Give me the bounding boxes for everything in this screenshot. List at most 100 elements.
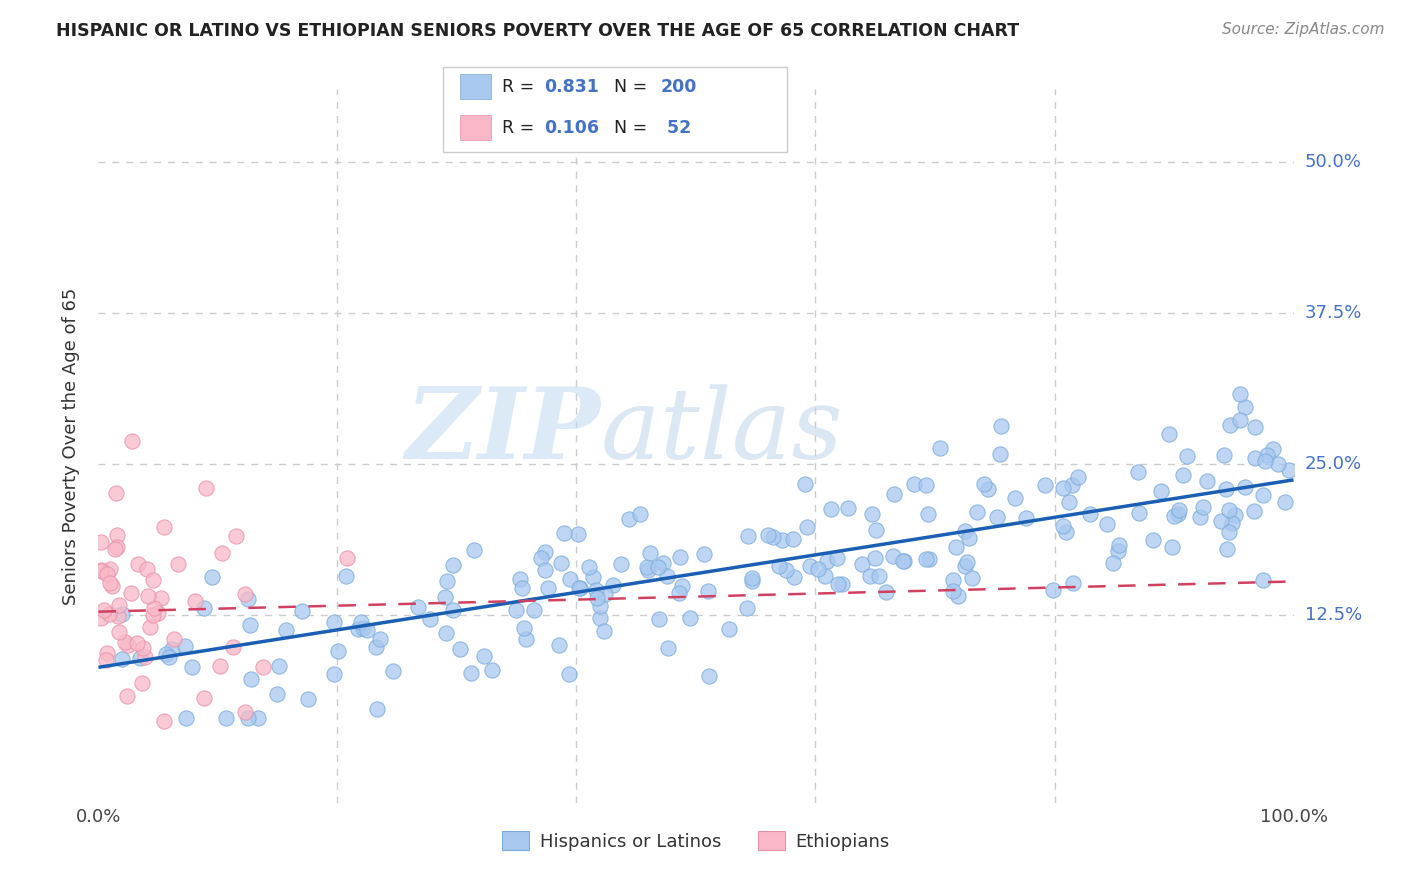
Point	[775, 563, 797, 577]
Text: 25.0%: 25.0%	[1305, 455, 1362, 473]
Point	[101, 579, 124, 593]
Point	[159, 650, 181, 665]
Point	[1052, 481, 1074, 495]
Point	[347, 622, 370, 636]
Text: N =: N =	[603, 119, 652, 136]
Point	[1219, 418, 1241, 433]
Point	[756, 527, 779, 541]
Point	[966, 505, 988, 519]
Point	[225, 529, 247, 543]
Point	[148, 606, 170, 620]
Point	[652, 556, 675, 570]
Point	[875, 585, 897, 599]
Point	[290, 604, 312, 618]
Point	[238, 618, 260, 632]
Point	[276, 623, 298, 637]
Point	[569, 581, 592, 595]
Point	[1220, 516, 1243, 530]
Point	[589, 611, 612, 625]
Point	[1209, 515, 1232, 529]
Point	[582, 569, 605, 583]
Point	[180, 660, 202, 674]
Text: R =: R =	[502, 119, 540, 136]
Point	[1150, 483, 1173, 498]
Point	[977, 482, 1000, 496]
Point	[693, 547, 716, 561]
Point	[957, 531, 980, 545]
Point	[460, 666, 482, 681]
Point	[1278, 463, 1301, 477]
Point	[1054, 525, 1077, 540]
Point	[1062, 576, 1084, 591]
Point	[90, 534, 112, 549]
Point	[558, 667, 581, 681]
Point	[942, 573, 965, 587]
Point	[851, 557, 873, 571]
Point	[953, 559, 976, 574]
Point	[534, 545, 557, 559]
Point	[131, 675, 153, 690]
Point	[647, 560, 669, 574]
Point	[668, 586, 690, 600]
Point	[107, 609, 129, 624]
Point	[193, 601, 215, 615]
Legend: Hispanics or Latinos, Ethiopians: Hispanics or Latinos, Ethiopians	[495, 824, 897, 858]
Point	[609, 558, 631, 572]
Point	[297, 691, 319, 706]
Y-axis label: Seniors Poverty Over the Age of 65: Seniors Poverty Over the Age of 65	[62, 287, 80, 605]
Text: Source: ZipAtlas.com: Source: ZipAtlas.com	[1222, 22, 1385, 37]
Point	[267, 659, 290, 673]
Point	[350, 615, 373, 629]
Point	[246, 711, 269, 725]
Point	[1015, 511, 1038, 525]
Point	[1216, 541, 1239, 556]
Point	[139, 620, 162, 634]
Point	[135, 562, 157, 576]
Point	[1042, 583, 1064, 598]
Point	[560, 572, 582, 586]
Point	[98, 575, 121, 590]
Point	[917, 507, 939, 521]
Point	[1167, 507, 1189, 521]
Point	[550, 556, 572, 570]
Point	[419, 612, 441, 626]
Text: 12.5%: 12.5%	[1305, 607, 1362, 624]
Point	[114, 634, 136, 648]
Text: N =: N =	[603, 78, 652, 95]
Point	[336, 551, 359, 566]
Point	[1161, 541, 1184, 555]
Point	[1107, 544, 1129, 558]
Point	[523, 602, 546, 616]
Point	[238, 711, 260, 725]
Point	[127, 557, 149, 571]
Point	[323, 667, 346, 681]
Point	[142, 607, 165, 622]
Text: 0.831: 0.831	[544, 78, 599, 95]
Point	[1244, 419, 1267, 434]
Point	[436, 574, 458, 588]
Point	[1229, 386, 1251, 401]
Point	[233, 706, 256, 720]
Point	[1128, 506, 1150, 520]
Point	[368, 632, 391, 647]
Point	[104, 541, 127, 556]
Point	[868, 568, 890, 582]
Point	[201, 570, 224, 584]
Point	[1168, 503, 1191, 517]
Text: 37.5%: 37.5%	[1305, 304, 1362, 322]
Point	[121, 434, 143, 448]
Point	[323, 615, 346, 629]
Point	[825, 550, 848, 565]
Point	[648, 611, 671, 625]
Point	[96, 567, 118, 582]
Point	[915, 551, 938, 566]
Point	[474, 649, 496, 664]
Point	[717, 622, 740, 636]
Point	[592, 624, 614, 638]
Point	[1251, 488, 1274, 502]
Point	[138, 589, 160, 603]
Point	[1175, 449, 1198, 463]
Point	[1004, 491, 1026, 506]
Point	[142, 573, 165, 587]
Point	[1157, 426, 1180, 441]
